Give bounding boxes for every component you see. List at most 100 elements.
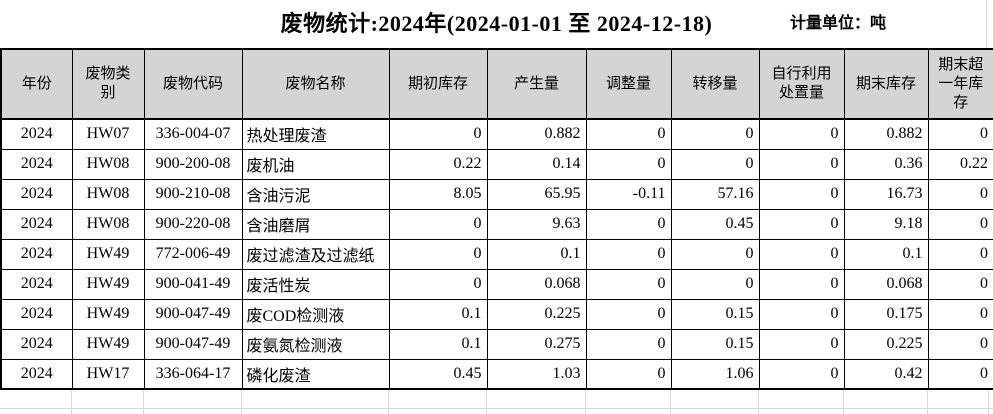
cell-waste-name[interactable]: 废氨氮检测液 [241,328,390,360]
column-header-self-disposal-amount[interactable]: 自行利用处置量 [758,48,845,120]
column-header-generated-amount[interactable]: 产生量 [486,48,587,120]
column-header-year[interactable]: 年份 [0,48,73,120]
cell-waste-category[interactable]: HW17 [71,358,145,390]
cell-opening-stock[interactable]: 0 [388,208,488,240]
cell-waste-category[interactable]: HW49 [71,298,145,330]
column-header-closing-stock[interactable]: 期末库存 [843,48,929,120]
cell-self-disposal-amount[interactable]: 0 [758,208,845,240]
cell-waste-code[interactable]: 772-006-49 [143,238,243,270]
cell-closing-stock[interactable]: 0.068 [843,268,929,300]
cell-generated-amount[interactable]: 0.1 [486,238,587,270]
cell-closing-stock[interactable]: 0.882 [843,118,929,150]
cell-waste-category[interactable]: HW08 [71,178,145,210]
cell-transferred-amount[interactable]: 0 [670,118,760,150]
cell-transferred-amount[interactable]: 0 [670,148,760,180]
cell-over-one-year-stock[interactable]: 0 [927,238,993,270]
cell-generated-amount[interactable]: 0.225 [486,298,587,330]
cell-waste-category[interactable]: HW49 [71,238,145,270]
cell-waste-code[interactable]: 900-220-08 [143,208,243,240]
cell-adjusted-amount[interactable]: 0 [585,118,672,150]
cell-closing-stock[interactable]: 0.1 [843,238,929,270]
cell-closing-stock[interactable]: 0.42 [843,358,929,390]
cell-over-one-year-stock[interactable]: 0 [927,358,993,390]
cell-waste-category[interactable]: HW49 [71,268,145,300]
cell-adjusted-amount[interactable]: 0 [585,328,672,360]
cell-year[interactable]: 2024 [0,118,73,150]
cell-over-one-year-stock[interactable]: 0 [927,208,993,240]
cell-opening-stock[interactable]: 0 [388,268,488,300]
cell-adjusted-amount[interactable]: 0 [585,358,672,390]
cell-year[interactable]: 2024 [0,148,73,180]
cell-transferred-amount[interactable]: 57.16 [670,178,760,210]
cell-self-disposal-amount[interactable]: 0 [758,358,845,390]
cell-opening-stock[interactable]: 0 [388,238,488,270]
cell-waste-name[interactable]: 含油污泥 [241,178,390,210]
column-header-waste-category[interactable]: 废物类别 [71,48,145,120]
cell-generated-amount[interactable]: 0.14 [486,148,587,180]
cell-closing-stock[interactable]: 0.225 [843,328,929,360]
cell-over-one-year-stock[interactable]: 0 [927,118,993,150]
cell-waste-category[interactable]: HW08 [71,148,145,180]
cell-transferred-amount[interactable]: 0.45 [670,208,760,240]
cell-self-disposal-amount[interactable]: 0 [758,178,845,210]
cell-transferred-amount[interactable]: 0 [670,238,760,270]
cell-generated-amount[interactable]: 1.03 [486,358,587,390]
cell-generated-amount[interactable]: 65.95 [486,178,587,210]
cell-opening-stock[interactable]: 0.1 [388,328,488,360]
cell-transferred-amount[interactable]: 0 [670,268,760,300]
column-header-waste-code[interactable]: 废物代码 [143,48,243,120]
cell-generated-amount[interactable]: 9.63 [486,208,587,240]
cell-adjusted-amount[interactable]: -0.11 [585,178,672,210]
cell-self-disposal-amount[interactable]: 0 [758,298,845,330]
cell-waste-name[interactable]: 废过滤渣及过滤纸 [241,238,390,270]
cell-year[interactable]: 2024 [0,358,73,390]
cell-over-one-year-stock[interactable]: 0 [927,298,993,330]
cell-year[interactable]: 2024 [0,298,73,330]
cell-adjusted-amount[interactable]: 0 [585,268,672,300]
column-header-over-one-year-stock[interactable]: 期末超一年库存 [927,48,993,120]
column-header-waste-name[interactable]: 废物名称 [241,48,390,120]
cell-opening-stock[interactable]: 8.05 [388,178,488,210]
cell-self-disposal-amount[interactable]: 0 [758,118,845,150]
cell-generated-amount[interactable]: 0.068 [486,268,587,300]
cell-waste-code[interactable]: 900-047-49 [143,328,243,360]
cell-adjusted-amount[interactable]: 0 [585,298,672,330]
cell-opening-stock[interactable]: 0 [388,118,488,150]
cell-transferred-amount[interactable]: 0.15 [670,328,760,360]
cell-waste-code[interactable]: 900-047-49 [143,298,243,330]
cell-opening-stock[interactable]: 0.45 [388,358,488,390]
cell-waste-name[interactable]: 磷化废渣 [241,358,390,390]
cell-self-disposal-amount[interactable]: 0 [758,328,845,360]
cell-over-one-year-stock[interactable]: 0 [927,328,993,360]
cell-waste-name[interactable]: 热处理废渣 [241,118,390,150]
cell-adjusted-amount[interactable]: 0 [585,148,672,180]
cell-generated-amount[interactable]: 0.882 [486,118,587,150]
cell-waste-code[interactable]: 336-064-17 [143,358,243,390]
cell-over-one-year-stock[interactable]: 0 [927,268,993,300]
cell-closing-stock[interactable]: 16.73 [843,178,929,210]
cell-opening-stock[interactable]: 0.1 [388,298,488,330]
cell-waste-category[interactable]: HW08 [71,208,145,240]
column-header-transferred-amount[interactable]: 转移量 [670,48,760,120]
cell-adjusted-amount[interactable]: 0 [585,238,672,270]
cell-year[interactable]: 2024 [0,328,73,360]
cell-waste-code[interactable]: 336-004-07 [143,118,243,150]
cell-year[interactable]: 2024 [0,178,73,210]
cell-year[interactable]: 2024 [0,238,73,270]
column-header-opening-stock[interactable]: 期初库存 [388,48,488,120]
cell-transferred-amount[interactable]: 0.15 [670,298,760,330]
cell-closing-stock[interactable]: 0.175 [843,298,929,330]
cell-waste-code[interactable]: 900-200-08 [143,148,243,180]
cell-self-disposal-amount[interactable]: 0 [758,268,845,300]
cell-closing-stock[interactable]: 0.36 [843,148,929,180]
cell-opening-stock[interactable]: 0.22 [388,148,488,180]
cell-waste-code[interactable]: 900-210-08 [143,178,243,210]
cell-over-one-year-stock[interactable]: 0.22 [927,148,993,180]
cell-waste-name[interactable]: 废活性炭 [241,268,390,300]
cell-waste-code[interactable]: 900-041-49 [143,268,243,300]
cell-waste-name[interactable]: 废机油 [241,148,390,180]
cell-closing-stock[interactable]: 9.18 [843,208,929,240]
cell-adjusted-amount[interactable]: 0 [585,208,672,240]
cell-self-disposal-amount[interactable]: 0 [758,148,845,180]
column-header-adjusted-amount[interactable]: 调整量 [585,48,672,120]
